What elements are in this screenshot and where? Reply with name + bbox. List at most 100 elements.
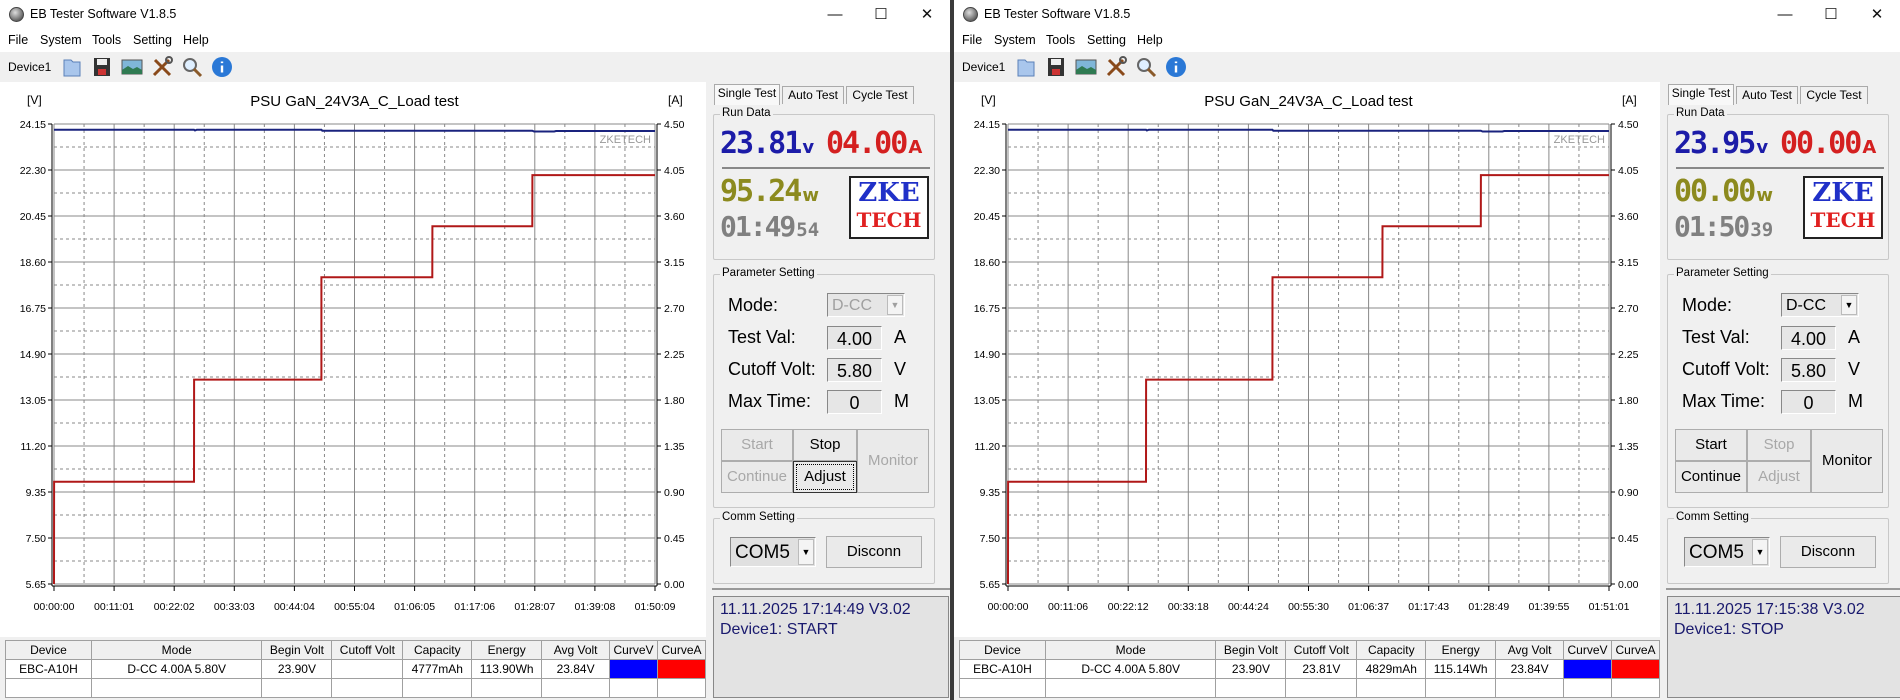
minimize-button[interactable]: — (827, 6, 843, 23)
maximize-button[interactable]: ☐ (1824, 6, 1838, 23)
y-left-tick-label: 24.15 (20, 119, 46, 131)
cutoff-volt-input[interactable]: 5.80 (1781, 358, 1836, 382)
com-port-select[interactable]: COM5 ▼ (1684, 537, 1770, 567)
mode-select[interactable]: D-CC ▼ (1781, 293, 1859, 317)
power-unit: w (1756, 185, 1773, 206)
search-icon[interactable] (180, 55, 204, 79)
search-icon[interactable] (1134, 55, 1158, 79)
adjust-button[interactable]: Adjust (793, 461, 857, 493)
menu-help[interactable]: Help (1137, 33, 1163, 47)
tools-icon[interactable] (1104, 55, 1128, 79)
close-button[interactable]: ✕ (1870, 6, 1884, 23)
menu-tools[interactable]: Tools (1046, 33, 1076, 47)
window-title: EB Tester Software V1.8.5 (30, 7, 177, 21)
chevron-down-icon[interactable]: ▼ (887, 295, 903, 315)
device-label[interactable]: Device1 (962, 60, 1006, 74)
col-mode: Mode (90, 640, 263, 660)
menu-help[interactable]: Help (183, 33, 209, 47)
title-bar[interactable]: EB Tester Software V1.8.5 — ☐ ✕ (0, 0, 950, 29)
device-label[interactable]: Device1 (8, 60, 52, 74)
minimize-button[interactable]: — (1777, 6, 1793, 23)
disconnect-button[interactable]: Disconn (1780, 536, 1876, 568)
col-energy: Energy (471, 640, 543, 660)
elapsed-time-readout: 01:49 54 (720, 213, 819, 241)
y-right-tick-label: 4.50 (664, 119, 685, 131)
continue-button[interactable]: Continue (1675, 461, 1747, 493)
table-row[interactable] (5, 678, 707, 698)
mode-select[interactable]: D-CC ▼ (827, 293, 905, 317)
menu-system[interactable]: System (994, 33, 1036, 47)
stop-button[interactable]: Stop (1747, 429, 1811, 461)
chart-title: PSU GaN_24V3A_C_Load test (250, 93, 459, 110)
monitor-button[interactable]: Monitor (1811, 429, 1883, 493)
cutoff-volt-input[interactable]: 5.80 (827, 358, 882, 382)
continue-button[interactable]: Continue (721, 461, 793, 493)
max-time-input[interactable]: 0 (827, 390, 882, 414)
info-icon[interactable] (210, 55, 234, 79)
save-icon[interactable] (1044, 55, 1068, 79)
curve-a-color-swatch[interactable] (656, 659, 707, 679)
start-button[interactable]: Start (1675, 429, 1747, 461)
disconnect-button[interactable]: Disconn (826, 536, 922, 568)
info-icon[interactable] (1164, 55, 1188, 79)
menu-bar: File System Tools Setting Help (954, 29, 1900, 52)
table-row[interactable] (959, 678, 1661, 698)
curve-v-color-swatch[interactable] (1563, 659, 1612, 679)
max-time-input[interactable]: 0 (1781, 390, 1836, 414)
table-row[interactable]: EBC-A10H D-CC 4.00A 5.80V 23.90V 23.81V … (959, 659, 1661, 679)
chevron-down-icon[interactable]: ▼ (798, 539, 814, 565)
tab-single-test[interactable]: Single Test (714, 84, 780, 105)
cell-cutoff-volt: 23.81V (1285, 659, 1358, 679)
run-data-title: Run Data (720, 107, 773, 119)
menu-system[interactable]: System (40, 33, 82, 47)
curve-v-color-swatch[interactable] (609, 659, 658, 679)
chart-image-icon[interactable] (120, 55, 144, 79)
logo-tech: TECH (856, 208, 922, 232)
test-val-label: Test Val: (728, 327, 796, 347)
power-unit: w (802, 185, 819, 206)
save-icon[interactable] (90, 55, 114, 79)
tab-cycle-test[interactable]: Cycle Test (846, 86, 914, 104)
tab-single-test[interactable]: Single Test (1668, 84, 1734, 105)
title-bar[interactable]: EB Tester Software V1.8.5 — ☐ ✕ (954, 0, 1900, 29)
table-row[interactable]: EBC-A10H D-CC 4.00A 5.80V 23.90V 4777mAh… (5, 659, 707, 679)
menu-file[interactable]: File (8, 33, 29, 47)
adjust-button[interactable]: Adjust (1747, 461, 1811, 493)
tab-auto-test[interactable]: Auto Test (1736, 86, 1798, 104)
curve-a-color-swatch[interactable] (1610, 659, 1661, 679)
tab-auto-test[interactable]: Auto Test (782, 86, 844, 104)
chart-image-icon[interactable] (1074, 55, 1098, 79)
folder-icon[interactable] (60, 55, 84, 79)
menu-tools[interactable]: Tools (92, 33, 122, 47)
start-button[interactable]: Start (721, 429, 793, 461)
voltage-readout: 23.95 v (1674, 129, 1768, 159)
com-port-select[interactable]: COM5 ▼ (730, 537, 816, 567)
cell-empty (1425, 678, 1497, 698)
test-val-input[interactable]: 4.00 (827, 326, 882, 350)
status-line-2: Device1: STOP (1674, 621, 1784, 638)
menu-setting[interactable]: Setting (1087, 33, 1126, 47)
folder-icon[interactable] (1014, 55, 1038, 79)
cell-empty (5, 678, 92, 698)
cell-begin-volt: 23.90V (1215, 659, 1287, 679)
app-icon (9, 7, 24, 22)
tab-cycle-test[interactable]: Cycle Test (1800, 86, 1868, 104)
test-val-input[interactable]: 4.00 (1781, 326, 1836, 350)
results-table-area: Device Mode Begin Volt Cutoff Volt Capac… (0, 637, 707, 700)
tools-icon[interactable] (150, 55, 174, 79)
chevron-down-icon[interactable]: ▼ (1841, 295, 1857, 315)
close-button[interactable]: ✕ (920, 6, 934, 23)
power-readout: 00.00 w (1674, 177, 1773, 207)
cutoff-volt-label: Cutoff Volt: (728, 359, 816, 379)
chevron-down-icon[interactable]: ▼ (1752, 539, 1768, 565)
maximize-button[interactable]: ☐ (874, 6, 888, 23)
toolbar: Device1 (0, 52, 950, 82)
menu-setting[interactable]: Setting (133, 33, 172, 47)
control-panel: Single Test Auto Test Cycle Test Run Dat… (1660, 82, 1900, 700)
menu-file[interactable]: File (962, 33, 983, 47)
stop-button[interactable]: Stop (793, 429, 857, 461)
voltage-display: 23.95 (1674, 126, 1756, 161)
monitor-button[interactable]: Monitor (857, 429, 929, 493)
y-right-tick-label: 2.25 (664, 349, 685, 361)
x-tick-label: 00:44:24 (1228, 601, 1269, 613)
